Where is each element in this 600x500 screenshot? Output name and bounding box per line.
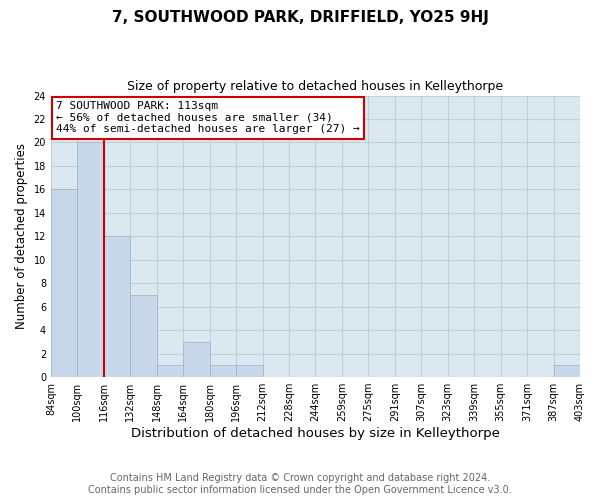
Bar [183,342,209,377]
X-axis label: Distribution of detached houses by size in Kelleythorpe: Distribution of detached houses by size … [131,427,500,440]
Y-axis label: Number of detached properties: Number of detached properties [15,144,28,330]
Text: 7, SOUTHWOOD PARK, DRIFFIELD, YO25 9HJ: 7, SOUTHWOOD PARK, DRIFFIELD, YO25 9HJ [112,10,488,25]
Bar [51,190,77,377]
Bar [130,295,157,377]
Bar [554,366,580,377]
Title: Size of property relative to detached houses in Kelleythorpe: Size of property relative to detached ho… [127,80,503,93]
Text: Contains HM Land Registry data © Crown copyright and database right 2024.
Contai: Contains HM Land Registry data © Crown c… [88,474,512,495]
Text: 7 SOUTHWOOD PARK: 113sqm
← 56% of detached houses are smaller (34)
44% of semi-d: 7 SOUTHWOOD PARK: 113sqm ← 56% of detach… [56,101,360,134]
Bar [209,366,236,377]
Bar [77,142,104,377]
Bar [157,366,183,377]
Bar [104,236,130,377]
Bar [236,366,263,377]
